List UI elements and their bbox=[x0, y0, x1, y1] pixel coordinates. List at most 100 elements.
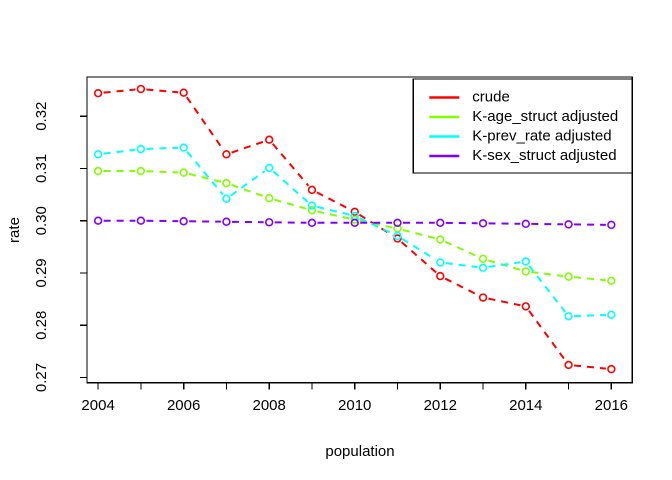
data-point-marker bbox=[436, 235, 445, 244]
data-point-marker bbox=[264, 135, 274, 144]
series-segment bbox=[574, 313, 606, 318]
data-point-marker bbox=[521, 219, 531, 229]
data-point-marker bbox=[222, 217, 231, 226]
legend-entry: crude bbox=[429, 88, 510, 105]
series-segment bbox=[444, 240, 479, 258]
x-axis-title: population bbox=[325, 443, 395, 460]
data-point-marker bbox=[436, 218, 445, 227]
y-tick-label: 0.27 bbox=[33, 363, 50, 392]
data-point-marker bbox=[179, 217, 188, 226]
data-point-marker bbox=[478, 263, 488, 272]
y-axis-title: rate bbox=[6, 217, 23, 243]
series-segment bbox=[402, 228, 436, 240]
series-segment bbox=[231, 140, 265, 154]
legend-box bbox=[412, 78, 633, 174]
data-point-marker bbox=[264, 194, 274, 203]
series-segment bbox=[146, 146, 179, 150]
series-segment bbox=[103, 88, 136, 94]
data-point-marker bbox=[93, 150, 103, 159]
data-point-marker bbox=[307, 185, 317, 195]
series-segment bbox=[573, 364, 606, 370]
legend-entry: K-age_struct adjusted bbox=[429, 108, 618, 125]
series-segment bbox=[401, 237, 437, 261]
series-segment bbox=[186, 151, 224, 196]
data-point-marker bbox=[393, 234, 402, 243]
data-point-marker bbox=[393, 231, 402, 241]
data-point-marker bbox=[521, 302, 531, 311]
series-segment bbox=[272, 170, 309, 203]
data-point-marker bbox=[222, 178, 231, 188]
data-point-marker bbox=[222, 194, 231, 203]
series-segment bbox=[188, 172, 222, 183]
data-point-marker bbox=[350, 215, 359, 224]
series-segment bbox=[146, 88, 179, 94]
x-tick-label: 2008 bbox=[253, 397, 286, 414]
series-segment bbox=[317, 205, 350, 216]
y-tick-label: 0.30 bbox=[33, 206, 50, 235]
data-point-marker bbox=[264, 163, 274, 173]
data-point-marker bbox=[93, 88, 103, 98]
data-point-marker bbox=[136, 144, 146, 154]
data-point-marker bbox=[607, 220, 616, 230]
data-point-marker bbox=[393, 218, 402, 227]
series-segment bbox=[531, 271, 564, 277]
data-point-marker bbox=[350, 218, 359, 227]
series-segment bbox=[272, 143, 310, 187]
series-segment bbox=[316, 191, 351, 211]
series-segment bbox=[444, 277, 479, 296]
y-tick-label: 0.31 bbox=[33, 154, 50, 183]
legend: crude K-age_struct adjusted K-prev_rate ad… bbox=[412, 78, 633, 174]
data-point-marker bbox=[564, 312, 573, 321]
series-segment bbox=[185, 96, 225, 151]
data-point-marker bbox=[564, 360, 573, 370]
series-k-sex-struct-adjusted bbox=[93, 216, 616, 230]
series-segment bbox=[400, 241, 437, 274]
data-point-marker bbox=[136, 166, 146, 176]
data-point-marker bbox=[179, 88, 188, 97]
series-segment bbox=[359, 217, 393, 235]
x-tick-label: 2012 bbox=[424, 397, 457, 414]
x-tick-label: 2006 bbox=[167, 397, 200, 414]
data-point-marker bbox=[478, 219, 488, 228]
data-point-marker bbox=[521, 257, 531, 266]
x-tick-label: 2010 bbox=[338, 397, 371, 414]
series-k-age-struct-adjusted bbox=[93, 166, 616, 285]
data-point-marker bbox=[93, 216, 103, 225]
legend-entry: K-sex_struct adjusted bbox=[429, 147, 617, 164]
series-segment bbox=[528, 310, 567, 362]
data-point-marker bbox=[136, 216, 146, 225]
data-point-marker bbox=[264, 218, 274, 227]
series-segment bbox=[103, 148, 136, 155]
legend-label: K-sex_struct adjusted bbox=[472, 147, 616, 164]
data-point-marker bbox=[307, 201, 317, 210]
y-tick-label: 0.32 bbox=[33, 102, 50, 131]
series-segment bbox=[528, 265, 566, 313]
legend-entry: K-prev_rate adjusted bbox=[429, 127, 612, 144]
data-point-marker bbox=[521, 267, 531, 276]
data-point-marker bbox=[607, 364, 616, 374]
data-point-marker bbox=[222, 150, 231, 159]
x-tick-label: 2004 bbox=[81, 397, 114, 414]
data-point-marker bbox=[136, 84, 146, 94]
series-segment bbox=[445, 262, 478, 269]
legend-label: K-age_struct adjusted bbox=[472, 108, 618, 125]
data-point-marker bbox=[307, 206, 317, 215]
series-segment bbox=[573, 276, 606, 282]
data-point-marker bbox=[436, 258, 445, 267]
series-segment bbox=[317, 210, 350, 220]
data-point-marker bbox=[564, 220, 573, 229]
data-point-marker bbox=[607, 276, 616, 285]
plot-border bbox=[86, 76, 633, 384]
x-tick-label: 2016 bbox=[595, 397, 628, 414]
series-segment bbox=[230, 170, 266, 197]
series-segment bbox=[488, 261, 521, 268]
data-point-marker bbox=[478, 254, 488, 264]
data-point-marker bbox=[564, 272, 573, 281]
data-point-marker bbox=[350, 207, 359, 217]
data-point-marker bbox=[436, 271, 445, 281]
y-tick-label: 0.28 bbox=[33, 311, 50, 340]
legend-label: K-prev_rate adjusted bbox=[472, 127, 611, 144]
series-segment bbox=[146, 170, 179, 174]
data-point-marker bbox=[607, 310, 616, 319]
